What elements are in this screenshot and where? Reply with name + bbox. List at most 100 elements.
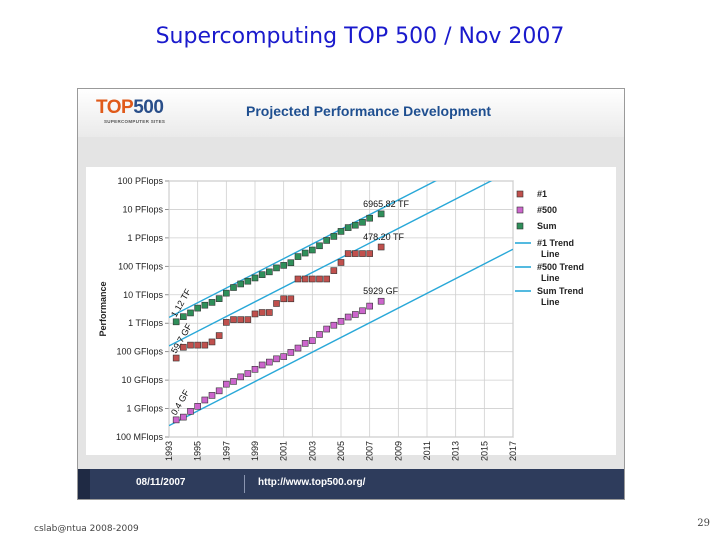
- data-point: [187, 341, 194, 349]
- x-tick-label: 2001: [279, 441, 289, 461]
- data-point: [172, 354, 180, 362]
- data-point: [294, 275, 302, 283]
- data-point: [377, 297, 385, 305]
- data-point: [344, 224, 352, 231]
- legend-marker: [516, 222, 524, 230]
- credit-text: cslab@ntua 2008-2009: [34, 524, 139, 534]
- data-point: [244, 277, 252, 285]
- data-point: [201, 396, 209, 404]
- data-point: [208, 392, 216, 399]
- logo-number: 500: [133, 97, 164, 118]
- data-point: [237, 280, 244, 288]
- data-point: [280, 295, 287, 303]
- data-point: [344, 313, 352, 321]
- data-point: [344, 250, 352, 257]
- data-point: [301, 340, 309, 347]
- slide-title: Supercomputing TOP 500 / Nov 2007: [155, 24, 565, 49]
- y-tick-label: 1 PFlops: [127, 233, 163, 243]
- panel-footer: 08/11/2007 http://www.top500.org/: [78, 469, 624, 499]
- data-point: [366, 214, 373, 222]
- chart-title: Projected Performance Development: [246, 103, 492, 119]
- x-tick-label: 1999: [250, 441, 260, 461]
- data-point: [258, 271, 266, 278]
- data-point: [208, 299, 216, 306]
- data-point: [366, 250, 373, 257]
- data-point: [377, 243, 385, 251]
- data-point: [266, 268, 273, 276]
- footer-stripe: [78, 469, 90, 499]
- data-point: [172, 416, 180, 424]
- data-point: [194, 341, 201, 349]
- data-point: [287, 295, 295, 303]
- y-tick-label: 100 PFlops: [117, 176, 163, 186]
- data-point: [273, 300, 280, 307]
- data-point: [215, 332, 223, 339]
- data-point: [309, 275, 316, 283]
- data-point: [266, 358, 273, 366]
- data-point: [280, 262, 287, 269]
- data-point: [323, 275, 330, 283]
- data-point: [359, 250, 366, 257]
- legend-label: #500: [537, 205, 557, 215]
- data-point: [359, 307, 366, 315]
- data-point: [280, 353, 287, 360]
- data-point: [301, 249, 309, 257]
- logo-text: TOP: [96, 97, 134, 118]
- legend-label: #1 Trend Line: [537, 238, 574, 259]
- data-point: [273, 264, 280, 272]
- footer-url: http://www.top500.org/: [258, 477, 366, 488]
- data-point: [337, 259, 345, 266]
- data-point: [294, 344, 302, 352]
- x-tick-label: 2003: [307, 441, 317, 461]
- y-tick-label: 10 GFlops: [121, 375, 163, 385]
- x-tick-label: 1993: [164, 441, 174, 461]
- data-point: [258, 309, 266, 316]
- data-point: [323, 325, 330, 333]
- data-point: [337, 228, 345, 235]
- y-tick-label: 100 TFlops: [118, 261, 163, 271]
- data-point: [172, 318, 180, 326]
- data-point: [230, 316, 237, 323]
- data-point: [330, 267, 338, 274]
- data-point: [180, 313, 187, 320]
- x-tick-label: 1995: [193, 441, 203, 461]
- data-point: [194, 304, 201, 312]
- footer-divider: [244, 475, 245, 493]
- data-point: [287, 349, 295, 356]
- data-point: [244, 370, 252, 377]
- panel-header: TOP500 SUPERCOMPUTER SITES Projected Per…: [78, 89, 624, 137]
- y-tick-label: 1 TFlops: [128, 318, 163, 328]
- data-point: [251, 274, 259, 282]
- data-point: [201, 301, 209, 309]
- data-point: [237, 316, 244, 323]
- x-tick-label: 2011: [422, 441, 432, 460]
- trend-line: [169, 248, 513, 427]
- data-point: [258, 361, 266, 369]
- data-annotation: 6965.82 TF: [363, 199, 409, 209]
- x-tick-label: 2013: [451, 441, 461, 461]
- x-tick-label: 2009: [393, 441, 403, 461]
- data-point: [294, 253, 302, 260]
- data-point: [309, 337, 316, 344]
- top500-logo: TOP500 SUPERCOMPUTER SITES: [90, 97, 182, 129]
- legend-label: #1: [537, 189, 547, 199]
- data-point: [377, 210, 385, 218]
- x-tick-label: 1997: [221, 441, 231, 461]
- trend-line: [169, 181, 493, 347]
- data-point: [330, 321, 338, 329]
- data-point: [187, 309, 194, 317]
- data-point: [359, 218, 366, 226]
- data-point: [244, 316, 252, 323]
- legend-label: Sum Trend Line: [537, 286, 584, 307]
- data-point: [266, 309, 273, 316]
- data-point: [251, 365, 259, 373]
- data-point: [309, 246, 316, 254]
- data-point: [337, 317, 345, 325]
- data-point: [251, 310, 259, 318]
- x-tick-label: 2005: [336, 441, 346, 461]
- data-point: [273, 355, 280, 363]
- y-axis-title: Performance: [98, 281, 108, 336]
- x-tick-label: 2007: [365, 441, 375, 461]
- data-point: [201, 341, 209, 349]
